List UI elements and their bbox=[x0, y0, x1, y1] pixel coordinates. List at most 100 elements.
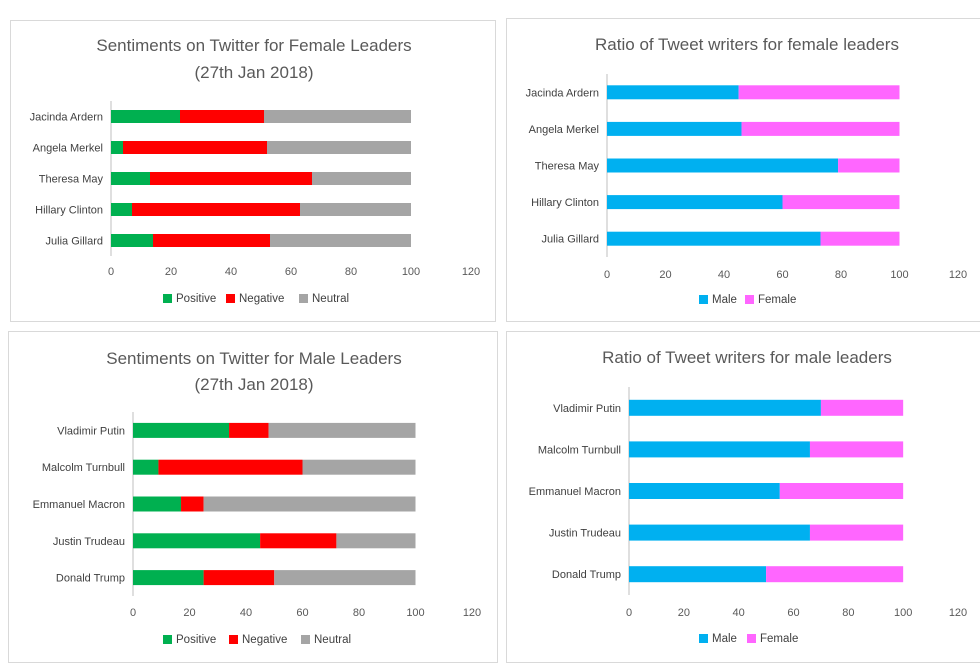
bar-female-justin-trudeau bbox=[809, 524, 904, 541]
bar-positive-hillary-clinton bbox=[111, 203, 132, 216]
bar-positive-julia-gillard bbox=[111, 234, 153, 247]
legend-swatch-negative bbox=[226, 294, 235, 303]
bar-negative-donald-trump bbox=[203, 570, 275, 586]
bar-female-malcolm-turnbull bbox=[809, 441, 904, 458]
bar-female-emmanuel-macron bbox=[779, 483, 904, 499]
chart-title: Ratio of Tweet writers for female leader… bbox=[595, 35, 899, 54]
x-tick-label: 80 bbox=[345, 266, 357, 278]
legend-label-negative: Negative bbox=[242, 634, 287, 646]
category-label: Hillary Clinton bbox=[531, 197, 599, 209]
bar-negative-jacinda-ardern bbox=[180, 110, 264, 123]
legend-label-neutral: Neutral bbox=[312, 293, 349, 305]
legend-swatch-positive bbox=[163, 294, 172, 303]
x-tick-label: 20 bbox=[659, 269, 671, 281]
x-tick-label: 120 bbox=[463, 607, 481, 619]
x-tick-label: 20 bbox=[183, 607, 195, 619]
legend-swatch-neutral bbox=[301, 635, 310, 644]
legend-label-male: Male bbox=[712, 294, 737, 306]
chart-title: Ratio of Tweet writers for male leaders bbox=[602, 348, 892, 367]
bar-female-vladimir-putin bbox=[820, 399, 904, 416]
bar-male-justin-trudeau bbox=[629, 524, 810, 541]
bar-male-malcolm-turnbull bbox=[629, 441, 810, 458]
bar-negative-angela-merkel bbox=[123, 141, 267, 154]
female-writers-chart: Ratio of Tweet writers for female leader… bbox=[506, 18, 980, 322]
bar-female-donald-trump bbox=[766, 566, 904, 583]
x-tick-label: 100 bbox=[894, 607, 912, 619]
bar-male-angela-merkel bbox=[607, 121, 742, 136]
category-label: Donald Trump bbox=[56, 573, 125, 585]
bar-positive-theresa-may bbox=[111, 172, 150, 185]
x-tick-label: 0 bbox=[108, 266, 114, 278]
bar-negative-julia-gillard bbox=[153, 234, 270, 247]
male-writers-chart: Ratio of Tweet writers for male leaders V… bbox=[506, 331, 980, 663]
bar-male-jacinda-ardern bbox=[607, 85, 739, 100]
category-label: Theresa May bbox=[535, 161, 600, 173]
bar-positive-jacinda-ardern bbox=[111, 110, 180, 123]
bar-positive-vladimir-putin bbox=[133, 422, 230, 438]
category-label: Donald Trump bbox=[552, 569, 621, 581]
x-tick-label: 0 bbox=[626, 607, 632, 619]
category-label: Emmanuel Macron bbox=[529, 486, 621, 498]
legend-label-female: Female bbox=[760, 633, 798, 645]
category-label: Julia Gillard bbox=[46, 236, 103, 248]
x-tick-label: 40 bbox=[733, 607, 745, 619]
x-tick-label: 60 bbox=[787, 607, 799, 619]
legend-swatch-positive bbox=[163, 635, 172, 644]
bar-positive-angela-merkel bbox=[111, 141, 123, 154]
legend-label-male: Male bbox=[712, 633, 737, 645]
x-tick-label: 20 bbox=[165, 266, 177, 278]
bar-male-vladimir-putin bbox=[629, 399, 821, 416]
male-sentiment-chart: Sentiments on Twitter for Male Leaders (2… bbox=[8, 331, 498, 663]
x-tick-label: 120 bbox=[949, 607, 967, 619]
bar-negative-theresa-may bbox=[150, 172, 312, 185]
bar-positive-justin-trudeau bbox=[133, 533, 261, 549]
bar-male-hillary-clinton bbox=[607, 195, 783, 210]
category-label: Vladimir Putin bbox=[57, 425, 125, 437]
bar-negative-malcolm-turnbull bbox=[158, 459, 303, 475]
bar-male-emmanuel-macron bbox=[629, 483, 780, 499]
bar-female-jacinda-ardern bbox=[738, 85, 900, 100]
male-sentiment-svg: Sentiments on Twitter for Male Leaders (2… bbox=[33, 349, 482, 646]
category-label: Justin Trudeau bbox=[53, 536, 125, 548]
female-writers-svg: Ratio of Tweet writers for female leader… bbox=[526, 35, 968, 306]
male-writers-svg: Ratio of Tweet writers for male leaders V… bbox=[529, 348, 968, 645]
bar-male-donald-trump bbox=[629, 566, 767, 583]
bar-neutral-julia-gillard bbox=[270, 234, 411, 247]
category-label: Malcolm Turnbull bbox=[42, 462, 125, 474]
female-sentiment-chart: Sentiments on Twitter for Female Leaders… bbox=[10, 20, 496, 322]
bar-female-theresa-may bbox=[838, 158, 900, 173]
bar-negative-justin-trudeau bbox=[260, 533, 337, 549]
legend-swatch-female bbox=[747, 634, 756, 643]
bar-neutral-angela-merkel bbox=[267, 141, 411, 154]
x-tick-label: 100 bbox=[406, 607, 424, 619]
bar-negative-emmanuel-macron bbox=[181, 496, 204, 512]
x-tick-label: 0 bbox=[130, 607, 136, 619]
x-tick-label: 80 bbox=[353, 607, 365, 619]
category-label: Vladimir Putin bbox=[553, 403, 621, 415]
legend-swatch-neutral bbox=[299, 294, 308, 303]
x-tick-label: 60 bbox=[776, 269, 788, 281]
category-label: Theresa May bbox=[39, 174, 104, 186]
x-tick-label: 100 bbox=[890, 269, 908, 281]
category-label: Jacinda Ardern bbox=[30, 112, 103, 124]
bar-neutral-donald-trump bbox=[274, 570, 416, 586]
legend-label-positive: Positive bbox=[176, 634, 216, 646]
bar-positive-donald-trump bbox=[133, 570, 204, 586]
bar-female-angela-merkel bbox=[741, 121, 900, 136]
category-label: Emmanuel Macron bbox=[33, 499, 125, 511]
bar-positive-malcolm-turnbull bbox=[133, 459, 159, 475]
chart-title: Sentiments on Twitter for Male Leaders bbox=[106, 349, 401, 368]
legend-label-positive: Positive bbox=[176, 293, 216, 305]
x-tick-label: 40 bbox=[240, 607, 252, 619]
category-label: Angela Merkel bbox=[529, 124, 599, 136]
category-label: Malcolm Turnbull bbox=[538, 444, 621, 456]
x-tick-label: 80 bbox=[842, 607, 854, 619]
bar-neutral-emmanuel-macron bbox=[203, 496, 416, 512]
x-tick-label: 100 bbox=[402, 266, 420, 278]
bar-male-julia-gillard bbox=[607, 231, 821, 246]
bar-neutral-malcolm-turnbull bbox=[302, 459, 416, 475]
bar-female-julia-gillard bbox=[820, 231, 900, 246]
x-tick-label: 60 bbox=[285, 266, 297, 278]
legend-swatch-male bbox=[699, 295, 708, 304]
category-label: Jacinda Ardern bbox=[526, 87, 599, 99]
